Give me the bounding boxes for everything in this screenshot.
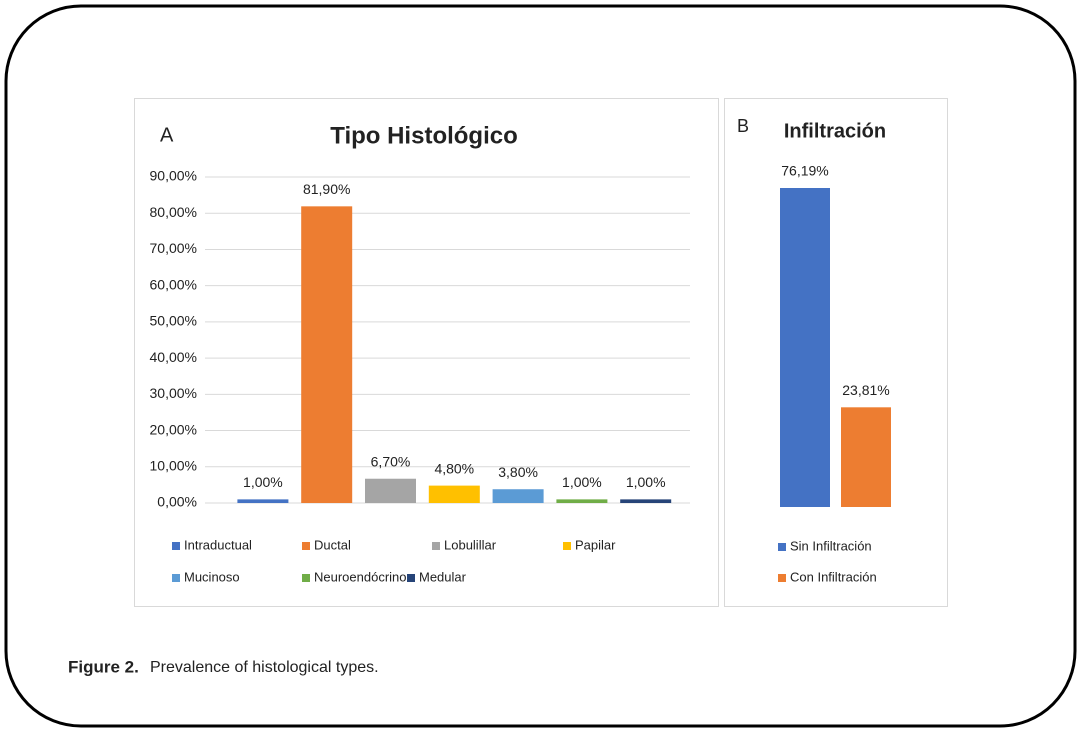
bar — [556, 499, 608, 503]
value-label: 1,00% — [626, 474, 666, 490]
caption-label: Figure 2. — [68, 657, 139, 676]
legend-label: Papilar — [575, 537, 616, 552]
y-tick-label: 60,00% — [150, 276, 197, 292]
panel-label: B — [737, 116, 749, 136]
legend-label: Medular — [419, 569, 467, 584]
legend-swatch — [172, 574, 180, 582]
legend-swatch — [432, 542, 440, 550]
value-label: 6,70% — [371, 453, 411, 469]
value-label: 4,80% — [434, 460, 474, 476]
legend-label: Mucinoso — [184, 569, 240, 584]
frame — [4, 4, 1077, 728]
y-tick-label: 10,00% — [150, 457, 197, 473]
y-tick-label: 50,00% — [150, 313, 197, 329]
legend-label: Intraductual — [184, 537, 252, 552]
legend-swatch — [407, 574, 415, 582]
bar — [237, 499, 289, 503]
bar — [620, 499, 672, 503]
legend-label: Sin Infiltración — [790, 538, 872, 553]
legend-label: Ductal — [314, 537, 351, 552]
legend-swatch — [778, 574, 786, 582]
value-label: 1,00% — [243, 474, 283, 490]
value-label: 3,80% — [498, 464, 538, 480]
value-label: 81,90% — [303, 181, 350, 197]
chart-title: Infiltración — [784, 120, 886, 142]
panel-a — [134, 98, 719, 607]
bar — [301, 206, 353, 503]
legend-swatch — [778, 543, 786, 551]
bar — [492, 489, 544, 503]
legend-swatch — [172, 542, 180, 550]
panel-b — [724, 98, 948, 607]
y-tick-label: 90,00% — [150, 168, 197, 184]
caption-text: Prevalence of histological types. — [150, 659, 379, 676]
value-label: 23,81% — [842, 382, 889, 398]
bar — [780, 188, 830, 507]
legend-label: Con Infiltración — [790, 569, 877, 584]
legend-label: Neuroendócrino — [314, 569, 407, 584]
legend-swatch — [302, 574, 310, 582]
legend-swatch — [563, 542, 571, 550]
y-tick-label: 30,00% — [150, 385, 197, 401]
panel-label: A — [160, 124, 174, 146]
value-label: 1,00% — [562, 474, 602, 490]
y-tick-label: 40,00% — [150, 349, 197, 365]
y-tick-label: 70,00% — [150, 240, 197, 256]
bar — [365, 478, 416, 503]
bar — [841, 407, 891, 507]
y-tick-label: 80,00% — [150, 204, 197, 220]
value-label: 76,19% — [781, 163, 828, 179]
chart-title: Tipo Histológico — [330, 122, 518, 149]
y-tick-label: 0,00% — [157, 494, 197, 510]
legend-label: Lobulillar — [444, 537, 497, 552]
bar — [428, 485, 480, 503]
legend-swatch — [302, 542, 310, 550]
y-tick-label: 20,00% — [150, 421, 197, 437]
